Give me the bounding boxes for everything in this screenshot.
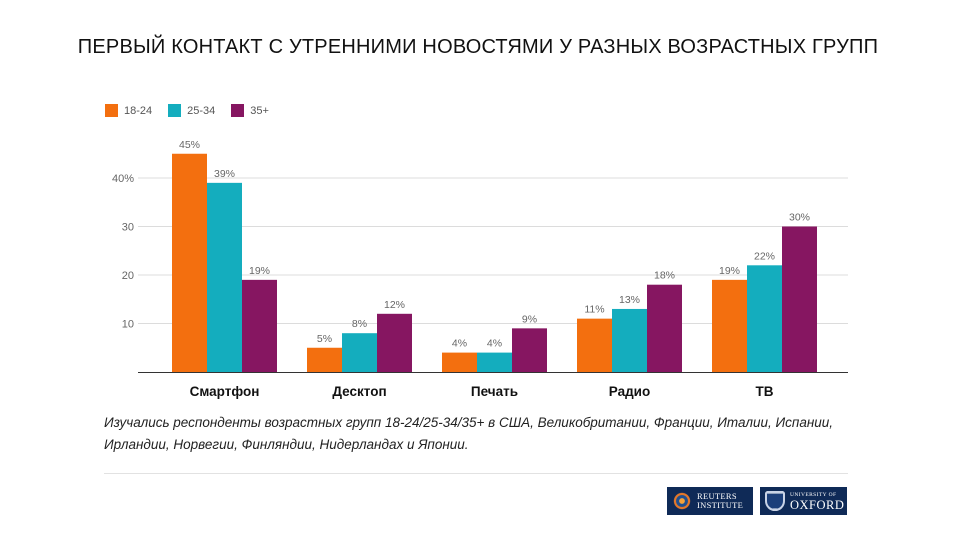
x-tick-label: Смартфон — [190, 384, 260, 399]
data-label: 13% — [619, 294, 640, 306]
bar-18-24 — [307, 347, 342, 372]
bars — [172, 153, 817, 372]
data-labels: 45% 39% 19% 5% 8% 12% 4% 4% 9% 11% 13% 18% 19% 22% 30% — [179, 139, 810, 350]
data-label: 18% — [654, 270, 675, 282]
y-tick-label: 20 — [122, 270, 134, 282]
y-tick-label: 40% — [112, 173, 134, 185]
data-label: 19% — [249, 265, 270, 277]
legend-swatch-25-34 — [168, 104, 182, 117]
bar-35+ — [647, 284, 682, 372]
oxford-university-logo: UNIVERSITY OF OXFORD — [760, 487, 847, 515]
y-tick-label: 10 — [122, 319, 134, 331]
data-label: 11% — [584, 304, 604, 316]
bar-18-24 — [172, 153, 207, 372]
bar-25-34 — [612, 308, 647, 372]
legend: 18-24 25-34 35+ — [105, 104, 269, 117]
data-label: 4% — [487, 338, 502, 350]
bar-25-34 — [342, 333, 377, 372]
legend-swatch-35-plus — [231, 104, 245, 117]
y-axis-ticks: 10 20 30 40% — [112, 173, 134, 331]
x-tick-label: Радио — [609, 384, 650, 399]
data-label: 9% — [522, 313, 537, 325]
oxford-crest-icon — [765, 491, 785, 511]
bar-25-34 — [207, 182, 242, 372]
bar-18-24 — [712, 279, 747, 372]
reuters-institute-logo: REUTERS INSTITUTE — [667, 487, 753, 515]
legend-label-35-plus: 35+ — [250, 104, 269, 117]
data-label: 45% — [179, 139, 200, 151]
legend-label-18-24: 18-24 — [124, 104, 153, 117]
x-tick-label: Десктоп — [332, 384, 386, 399]
data-label: 19% — [719, 265, 740, 277]
data-label: 39% — [214, 168, 235, 180]
bar-35+ — [242, 279, 277, 372]
bar-18-24 — [577, 318, 612, 372]
legend-label-25-34: 25-34 — [187, 104, 216, 117]
y-tick-label: 30 — [122, 222, 134, 234]
bar-chart: 10 20 30 40% 45% 39% 19% 5% 8% 12% 4% 4% 9% 11% 13% 18… — [112, 139, 848, 399]
reuters-logo-text: REUTERS INSTITUTE — [697, 491, 744, 510]
footnote: Изучались респонденты возрастных групп 1… — [104, 415, 834, 452]
data-label: 30% — [789, 212, 810, 224]
oxford-logo-text: UNIVERSITY OF OXFORD — [790, 491, 845, 512]
reuters-globe-icon — [672, 491, 692, 511]
chart-title: ПЕРВЫЙ КОНТАКТ С УТРЕННИМИ НОВОСТЯМИ У Р… — [77, 36, 879, 58]
legend-item-25-34: 25-34 — [168, 104, 215, 117]
footer-divider — [104, 473, 848, 474]
data-label: 4% — [452, 338, 467, 350]
legend-swatch-18-24 — [105, 104, 118, 117]
bar-35+ — [512, 328, 547, 372]
bar-35+ — [377, 313, 412, 372]
bar-25-34 — [477, 352, 512, 372]
data-label: 8% — [352, 318, 367, 330]
data-label: 5% — [317, 333, 332, 345]
bar-35+ — [782, 226, 817, 372]
data-label: 12% — [384, 299, 405, 311]
data-label: 22% — [754, 250, 775, 262]
legend-item-18-24: 18-24 — [105, 104, 152, 117]
legend-item-35-plus: 35+ — [231, 104, 269, 117]
x-tick-label: ТВ — [756, 384, 774, 399]
x-tick-label: Печать — [471, 384, 518, 399]
bar-25-34 — [747, 265, 782, 372]
bar-18-24 — [442, 352, 477, 372]
x-axis-labels: Смартфон Десктоп Печать Радио ТВ — [190, 384, 774, 399]
